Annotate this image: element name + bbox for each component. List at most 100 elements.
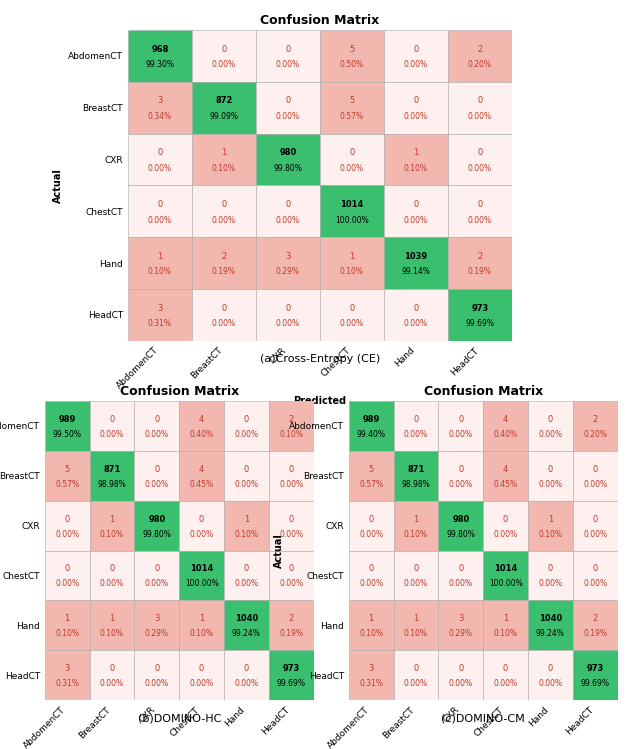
Text: 5: 5 (349, 45, 355, 54)
Text: 0: 0 (548, 565, 553, 574)
Bar (483, 551, 528, 601)
Text: 0.19%: 0.19% (468, 267, 492, 276)
Bar (128, 289, 192, 341)
Text: 4: 4 (199, 415, 204, 424)
Text: 0.00%: 0.00% (359, 530, 383, 539)
Text: 2: 2 (289, 614, 294, 623)
Text: 0.00%: 0.00% (468, 164, 492, 173)
Text: 3: 3 (458, 614, 463, 623)
Text: 0: 0 (458, 464, 463, 473)
Text: 0: 0 (289, 464, 294, 473)
Bar (573, 500, 618, 551)
Text: 99.14%: 99.14% (401, 267, 431, 276)
Text: 1: 1 (244, 515, 249, 524)
Bar (224, 650, 269, 700)
Text: 0: 0 (221, 303, 227, 312)
Text: 0.00%: 0.00% (212, 319, 236, 328)
Text: 0.00%: 0.00% (359, 580, 383, 589)
Bar (349, 500, 394, 551)
Bar (179, 500, 224, 551)
Text: 0.10%: 0.10% (100, 530, 124, 539)
Text: 1: 1 (369, 614, 374, 623)
Text: 0: 0 (199, 664, 204, 673)
Text: 0: 0 (458, 415, 463, 424)
Bar (224, 551, 269, 601)
Bar (528, 551, 573, 601)
Text: 99.40%: 99.40% (356, 430, 386, 439)
Bar (192, 133, 256, 186)
Bar (438, 601, 483, 650)
Text: 0.00%: 0.00% (468, 216, 492, 225)
Text: 0.10%: 0.10% (189, 629, 214, 638)
Text: 0.10%: 0.10% (55, 629, 79, 638)
Bar (179, 551, 224, 601)
Text: 0: 0 (109, 565, 115, 574)
Text: 2: 2 (593, 614, 598, 623)
Text: 0: 0 (199, 515, 204, 524)
Text: 0.00%: 0.00% (145, 479, 169, 488)
Text: 0: 0 (65, 565, 70, 574)
Text: 0: 0 (109, 415, 115, 424)
Text: 0.00%: 0.00% (449, 679, 473, 688)
Text: 0.00%: 0.00% (234, 679, 259, 688)
Text: 5: 5 (369, 464, 374, 473)
Text: 0: 0 (157, 200, 163, 209)
Text: 100.00%: 100.00% (185, 580, 218, 589)
Bar (128, 30, 192, 82)
Text: 3: 3 (154, 614, 159, 623)
Text: 0.00%: 0.00% (449, 430, 473, 439)
Text: 4: 4 (503, 415, 508, 424)
Text: 1: 1 (548, 515, 553, 524)
Text: 0.20%: 0.20% (468, 60, 492, 69)
Text: (b)DOMINO-HC: (b)DOMINO-HC (138, 713, 221, 723)
Text: 99.24%: 99.24% (232, 629, 261, 638)
Text: 0.10%: 0.10% (404, 629, 428, 638)
Bar (320, 237, 384, 289)
Bar (394, 500, 438, 551)
Bar (438, 401, 483, 451)
Text: 2: 2 (221, 252, 227, 261)
Text: 0.10%: 0.10% (538, 530, 563, 539)
Bar (256, 82, 320, 133)
Bar (320, 289, 384, 341)
Text: 0: 0 (413, 565, 419, 574)
Text: 99.69%: 99.69% (276, 679, 306, 688)
Text: 989: 989 (363, 415, 380, 424)
Text: 989: 989 (59, 415, 76, 424)
Text: 980: 980 (280, 148, 296, 157)
Text: 980: 980 (452, 515, 469, 524)
Bar (192, 289, 256, 341)
Text: 0.00%: 0.00% (404, 319, 428, 328)
Bar (128, 237, 192, 289)
Text: 99.09%: 99.09% (209, 112, 239, 121)
Text: 1: 1 (157, 252, 163, 261)
Text: 0: 0 (221, 200, 227, 209)
Text: 0.10%: 0.10% (359, 629, 383, 638)
Text: 0.00%: 0.00% (148, 216, 172, 225)
Text: 0.00%: 0.00% (145, 580, 169, 589)
Text: 99.50%: 99.50% (52, 430, 82, 439)
Text: 0.10%: 0.10% (234, 530, 259, 539)
Bar (448, 82, 512, 133)
Text: 0.29%: 0.29% (449, 629, 473, 638)
Bar (438, 500, 483, 551)
Bar (224, 601, 269, 650)
Text: 3: 3 (369, 664, 374, 673)
Text: 0: 0 (369, 515, 374, 524)
Text: 0: 0 (593, 464, 598, 473)
Text: 0.00%: 0.00% (212, 60, 236, 69)
Text: 0.57%: 0.57% (340, 112, 364, 121)
Text: 0.00%: 0.00% (538, 479, 563, 488)
Text: 0.10%: 0.10% (404, 530, 428, 539)
Text: 0: 0 (244, 415, 249, 424)
Title: Confusion Matrix: Confusion Matrix (120, 385, 239, 398)
Text: 0: 0 (593, 565, 598, 574)
Bar (192, 186, 256, 237)
Text: 0: 0 (477, 200, 483, 209)
Bar (269, 551, 314, 601)
Text: 0.00%: 0.00% (493, 679, 518, 688)
Text: 0.00%: 0.00% (234, 479, 259, 488)
Bar (573, 451, 618, 500)
Text: 0.31%: 0.31% (359, 679, 383, 688)
Text: 0.00%: 0.00% (279, 479, 303, 488)
